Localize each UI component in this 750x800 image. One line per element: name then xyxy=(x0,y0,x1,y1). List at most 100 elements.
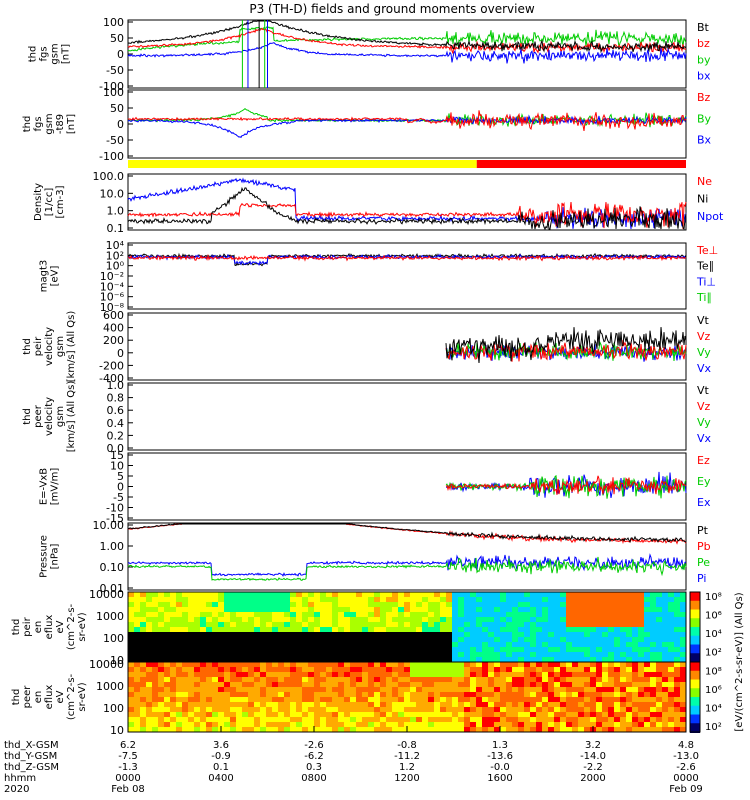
spectro-cell xyxy=(248,597,254,602)
spectro-cell xyxy=(374,707,380,712)
spectro-cell xyxy=(566,612,572,617)
spectro-cell xyxy=(674,637,680,642)
spectro-cell xyxy=(434,657,440,662)
spectro-cell xyxy=(344,637,350,642)
ephem-value: -1.3 xyxy=(118,762,138,773)
spectro-cell xyxy=(212,722,218,727)
spectro-cell xyxy=(200,717,206,722)
ylabel-line: [km/s] (All Qs) xyxy=(66,381,77,453)
spectro-cell xyxy=(542,667,548,672)
spectro-cell xyxy=(140,667,146,672)
spectro-cell xyxy=(278,727,284,732)
spectro-cell xyxy=(662,612,668,617)
ylabel-line: [km/s] (All Qs) xyxy=(66,311,77,383)
spectro-cell xyxy=(644,652,650,657)
spectro-cell xyxy=(470,657,476,662)
spectro-cell xyxy=(380,717,386,722)
spectro-cell xyxy=(134,617,140,622)
spectro-cell xyxy=(620,617,626,622)
spectro-cell xyxy=(242,597,248,602)
spectro-cell xyxy=(380,642,386,647)
spectro-cell xyxy=(476,682,482,687)
spectro-cell xyxy=(236,647,242,652)
spectro-cell xyxy=(356,677,362,682)
spectro-cell xyxy=(392,612,398,617)
spectro-cell xyxy=(362,672,368,677)
spectro-cell xyxy=(338,677,344,682)
spectro-cell xyxy=(248,667,254,672)
spectro-cell xyxy=(128,622,134,627)
spectro-cell xyxy=(584,627,590,632)
legend-bt: Bt xyxy=(697,21,710,34)
spectro-cell xyxy=(374,702,380,707)
spectro-cell xyxy=(590,677,596,682)
spectro-cell xyxy=(236,672,242,677)
spectro-cell xyxy=(500,647,506,652)
spectro-cell xyxy=(356,722,362,727)
spectro-cell xyxy=(668,632,674,637)
spectro-cell xyxy=(674,672,680,677)
spectro-cell xyxy=(680,687,686,692)
spectro-cell xyxy=(278,637,284,642)
legend-vt: Vt xyxy=(697,384,710,397)
spectro-cell xyxy=(518,687,524,692)
ytick-label: 10² xyxy=(106,249,124,262)
spectro-cell xyxy=(542,712,548,717)
spectro-cell xyxy=(302,717,308,722)
spectro-cell xyxy=(524,612,530,617)
spectro-cell xyxy=(260,662,266,667)
spectro-cell xyxy=(356,667,362,672)
spectro-cell xyxy=(482,702,488,707)
spectro-cell xyxy=(566,727,572,732)
spectro-cell xyxy=(266,612,272,617)
spectro-cell xyxy=(224,642,230,647)
spectro-cell xyxy=(272,657,278,662)
series-npot xyxy=(127,177,687,230)
spectro-cell xyxy=(500,637,506,642)
spectro-cell xyxy=(194,707,200,712)
spectro-cell xyxy=(530,632,536,637)
spectro-cell xyxy=(512,652,518,657)
spectro-cell xyxy=(278,712,284,717)
spectro-cell xyxy=(554,612,560,617)
spectro-cell xyxy=(140,717,146,722)
spectro-cell xyxy=(140,727,146,732)
spectro-cell xyxy=(416,612,422,617)
spectro-cell xyxy=(554,662,560,667)
spectro-cell xyxy=(416,652,422,657)
spectro-cell xyxy=(344,607,350,612)
spectro-cell xyxy=(428,657,434,662)
spectro-cell xyxy=(266,602,272,607)
spectro-cell xyxy=(200,722,206,727)
spectro-cell xyxy=(308,642,314,647)
spectro-cell xyxy=(392,677,398,682)
spectro-cell xyxy=(398,682,404,687)
spectro-cell xyxy=(620,627,626,632)
series-ni xyxy=(127,186,687,231)
spectro-cell xyxy=(296,692,302,697)
spectro-cell xyxy=(332,617,338,622)
spectro-cell xyxy=(452,672,458,677)
spectro-cell xyxy=(332,622,338,627)
spectro-cell xyxy=(632,717,638,722)
spectro-cell xyxy=(614,602,620,607)
spectro-cell xyxy=(620,667,626,672)
spectro-cell xyxy=(632,647,638,652)
spectro-cell xyxy=(332,717,338,722)
legend-vz: Vz xyxy=(697,400,711,413)
spectro-cell xyxy=(602,647,608,652)
spectro-cell xyxy=(632,612,638,617)
spectro-cell xyxy=(248,637,254,642)
spectro-cell xyxy=(374,672,380,677)
spectro-cell xyxy=(638,602,644,607)
spectro-cell xyxy=(176,607,182,612)
ylabel-line: thd xyxy=(22,338,33,355)
spectro-cell xyxy=(314,632,320,637)
spectro-cell xyxy=(164,592,170,597)
spectro-cell xyxy=(482,697,488,702)
spectro-cell xyxy=(428,597,434,602)
spectro-cell xyxy=(248,642,254,647)
spectro-cell xyxy=(488,687,494,692)
spectro-cell xyxy=(614,647,620,652)
spectro-cell xyxy=(668,717,674,722)
